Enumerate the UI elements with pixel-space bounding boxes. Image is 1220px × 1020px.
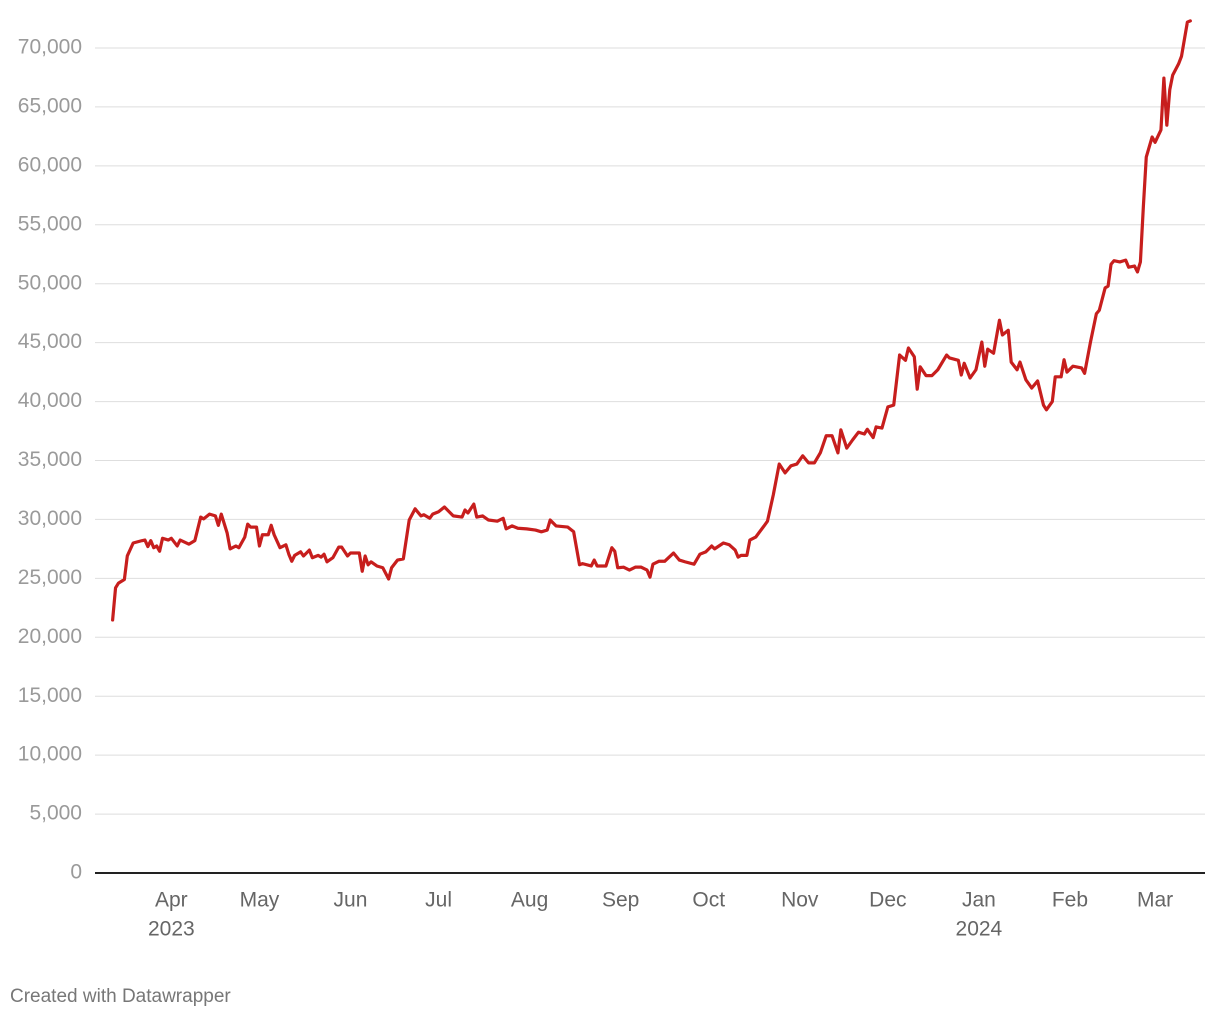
y-tick-label: 15,000 [18,684,82,707]
x-tick-label: Dec [869,889,906,912]
x-year-label: 2024 [956,918,1003,941]
y-tick-label: 0 [70,861,82,884]
y-tick-label: 50,000 [18,271,82,294]
y-tick-label: 45,000 [18,330,82,353]
y-tick-label: 40,000 [18,389,82,412]
credit: Created with Datawrapper [10,986,231,1007]
x-tick-label: Jun [334,889,368,912]
y-tick-label: 10,000 [18,743,82,766]
y-tick-label: 70,000 [18,36,82,59]
x-tick-label: May [240,889,280,912]
price-line [111,19,1192,622]
y-tick-label: 65,000 [18,94,82,117]
x-tick-label: Oct [692,889,725,912]
x-tick-label: Nov [781,889,819,912]
y-tick-label: 55,000 [18,212,82,235]
x-tick-label: Jan [962,889,996,912]
x-tick-label: Jul [425,889,452,912]
x-year-label: 2023 [148,918,195,941]
x-tick-label: Sep [602,889,639,912]
x-tick-label: Apr [155,889,188,912]
y-tick-label: 20,000 [18,625,82,648]
y-tick-label: 5,000 [29,802,82,825]
y-tick-label: 35,000 [18,448,82,471]
x-tick-label: Mar [1137,889,1173,912]
x-tick-label: Aug [511,889,548,912]
x-tick-label: Feb [1052,889,1088,912]
y-tick-label: 60,000 [18,153,82,176]
y-tick-label: 25,000 [18,566,82,589]
y-tick-label: 30,000 [18,507,82,530]
